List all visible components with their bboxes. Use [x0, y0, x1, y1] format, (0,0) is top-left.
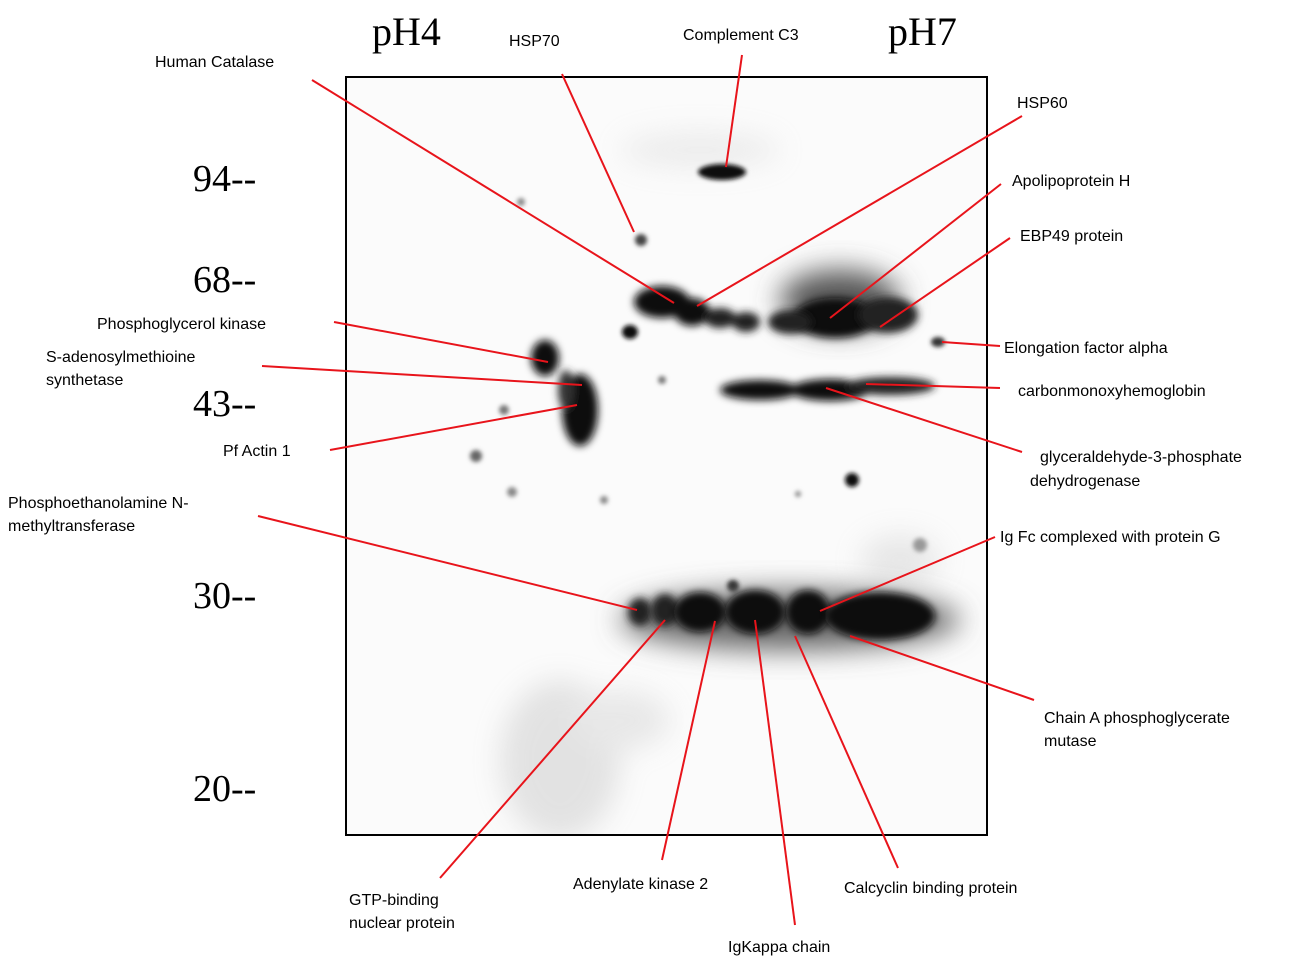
- leader-lines: [257, 54, 1035, 926]
- label-ebp49: EBP49 protein: [1020, 228, 1123, 245]
- ph-left-label: pH4: [372, 9, 441, 54]
- label-sam-synthetase-line1: S-adenosylmethioine: [46, 349, 196, 366]
- label-complement-c3: Complement C3: [683, 27, 799, 44]
- spot-hsp70: [635, 234, 647, 246]
- leader-hsp60: [696, 115, 1023, 307]
- leader-sam-synthetase: [261, 365, 583, 386]
- leader-apolipoprotein-h: [829, 183, 1002, 319]
- label-gapdh-line2: dehydrogenase: [1030, 473, 1140, 490]
- label-carbonmonoxyhemoglobin: carbonmonoxyhemoglobin: [1018, 383, 1206, 400]
- mw-marker-94: 94--: [193, 158, 256, 200]
- mw-marker-43: 43--: [193, 383, 256, 425]
- leader-carbonmonoxyhemoglobin: [865, 383, 1001, 389]
- label-pemt-line1: Phosphoethanolamine N-: [8, 495, 189, 512]
- leader-gtp: [439, 619, 666, 879]
- leader-calcyclin: [794, 635, 899, 869]
- leader-igkappa: [754, 619, 796, 926]
- spot-actin-cluster: [531, 340, 598, 446]
- spot-apolipoprotein-h: [768, 270, 918, 338]
- leader-adenylate-kinase: [661, 620, 716, 861]
- label-pf-actin: Pf Actin 1: [223, 443, 291, 460]
- mw-marker-68: 68--: [193, 259, 256, 301]
- leader-elongation-factor: [941, 341, 1001, 347]
- leader-pgm: [849, 635, 1035, 701]
- label-calcyclin: Calcyclin binding protein: [844, 880, 1017, 897]
- label-hsp70: HSP70: [509, 33, 560, 50]
- ph-right-label: pH7: [888, 9, 957, 54]
- spot-small: [622, 325, 638, 339]
- mw-marker-30: 30--: [193, 575, 256, 617]
- spot-elongation-factor: [931, 337, 945, 347]
- label-hsp60: HSP60: [1017, 95, 1068, 112]
- label-elongation-factor: Elongation factor alpha: [1004, 340, 1168, 357]
- background-smear: [500, 132, 940, 835]
- label-gtp-line2: nuclear protein: [349, 915, 455, 932]
- label-pgm-line2: mutase: [1044, 733, 1097, 750]
- leader-phosphoglycerol-kinase: [333, 321, 549, 363]
- leader-pemt: [257, 515, 638, 611]
- label-gapdh-line1: glyceraldehyde-3-phosphate: [1040, 449, 1242, 466]
- gel-image: [346, 77, 987, 835]
- label-sam-synthetase-line2: synthetase: [46, 372, 123, 389]
- leader-human-catalase: [311, 79, 675, 304]
- leader-complement-c3: [725, 54, 743, 168]
- label-gtp-line1: GTP-binding: [349, 892, 439, 909]
- label-pgm-line1: Chain A phosphoglycerate: [1044, 710, 1230, 727]
- leader-ig-fc: [819, 536, 996, 612]
- label-pemt-line2: methyltransferase: [8, 518, 135, 535]
- label-ig-fc: Ig Fc complexed with protein G: [1000, 529, 1221, 546]
- leader-pf-actin: [329, 404, 578, 451]
- label-human-catalase: Human Catalase: [155, 54, 274, 71]
- label-adenylate-kinase: Adenylate kinase 2: [573, 876, 708, 893]
- protein-labels: HSP70 Complement C3 Human Catalase HSP60…: [8, 27, 1242, 956]
- label-apolipoprotein-h: Apolipoprotein H: [1012, 173, 1130, 190]
- spot-catalase-hsp60: [634, 286, 760, 332]
- leader-gapdh: [825, 387, 1023, 453]
- gel-frame: [345, 76, 988, 836]
- label-phosphoglycerol-kinase: Phosphoglycerol kinase: [97, 316, 266, 333]
- scattered-dots: [470, 198, 927, 592]
- leader-hsp70: [561, 73, 635, 233]
- label-igkappa: IgKappa chain: [728, 939, 830, 956]
- spot-30kda-band: [620, 590, 960, 650]
- mw-marker-20: 20--: [193, 768, 256, 810]
- leader-ebp49: [879, 237, 1011, 328]
- spot-complement-c3: [698, 164, 746, 180]
